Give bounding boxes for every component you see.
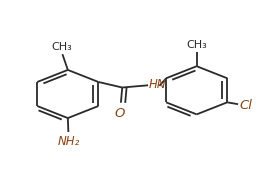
Text: O: O [115,107,125,120]
Text: Cl: Cl [240,99,253,112]
Text: CH₃: CH₃ [186,40,207,50]
Text: NH₂: NH₂ [57,135,79,148]
Text: CH₃: CH₃ [51,42,72,52]
Text: HN: HN [149,78,166,91]
